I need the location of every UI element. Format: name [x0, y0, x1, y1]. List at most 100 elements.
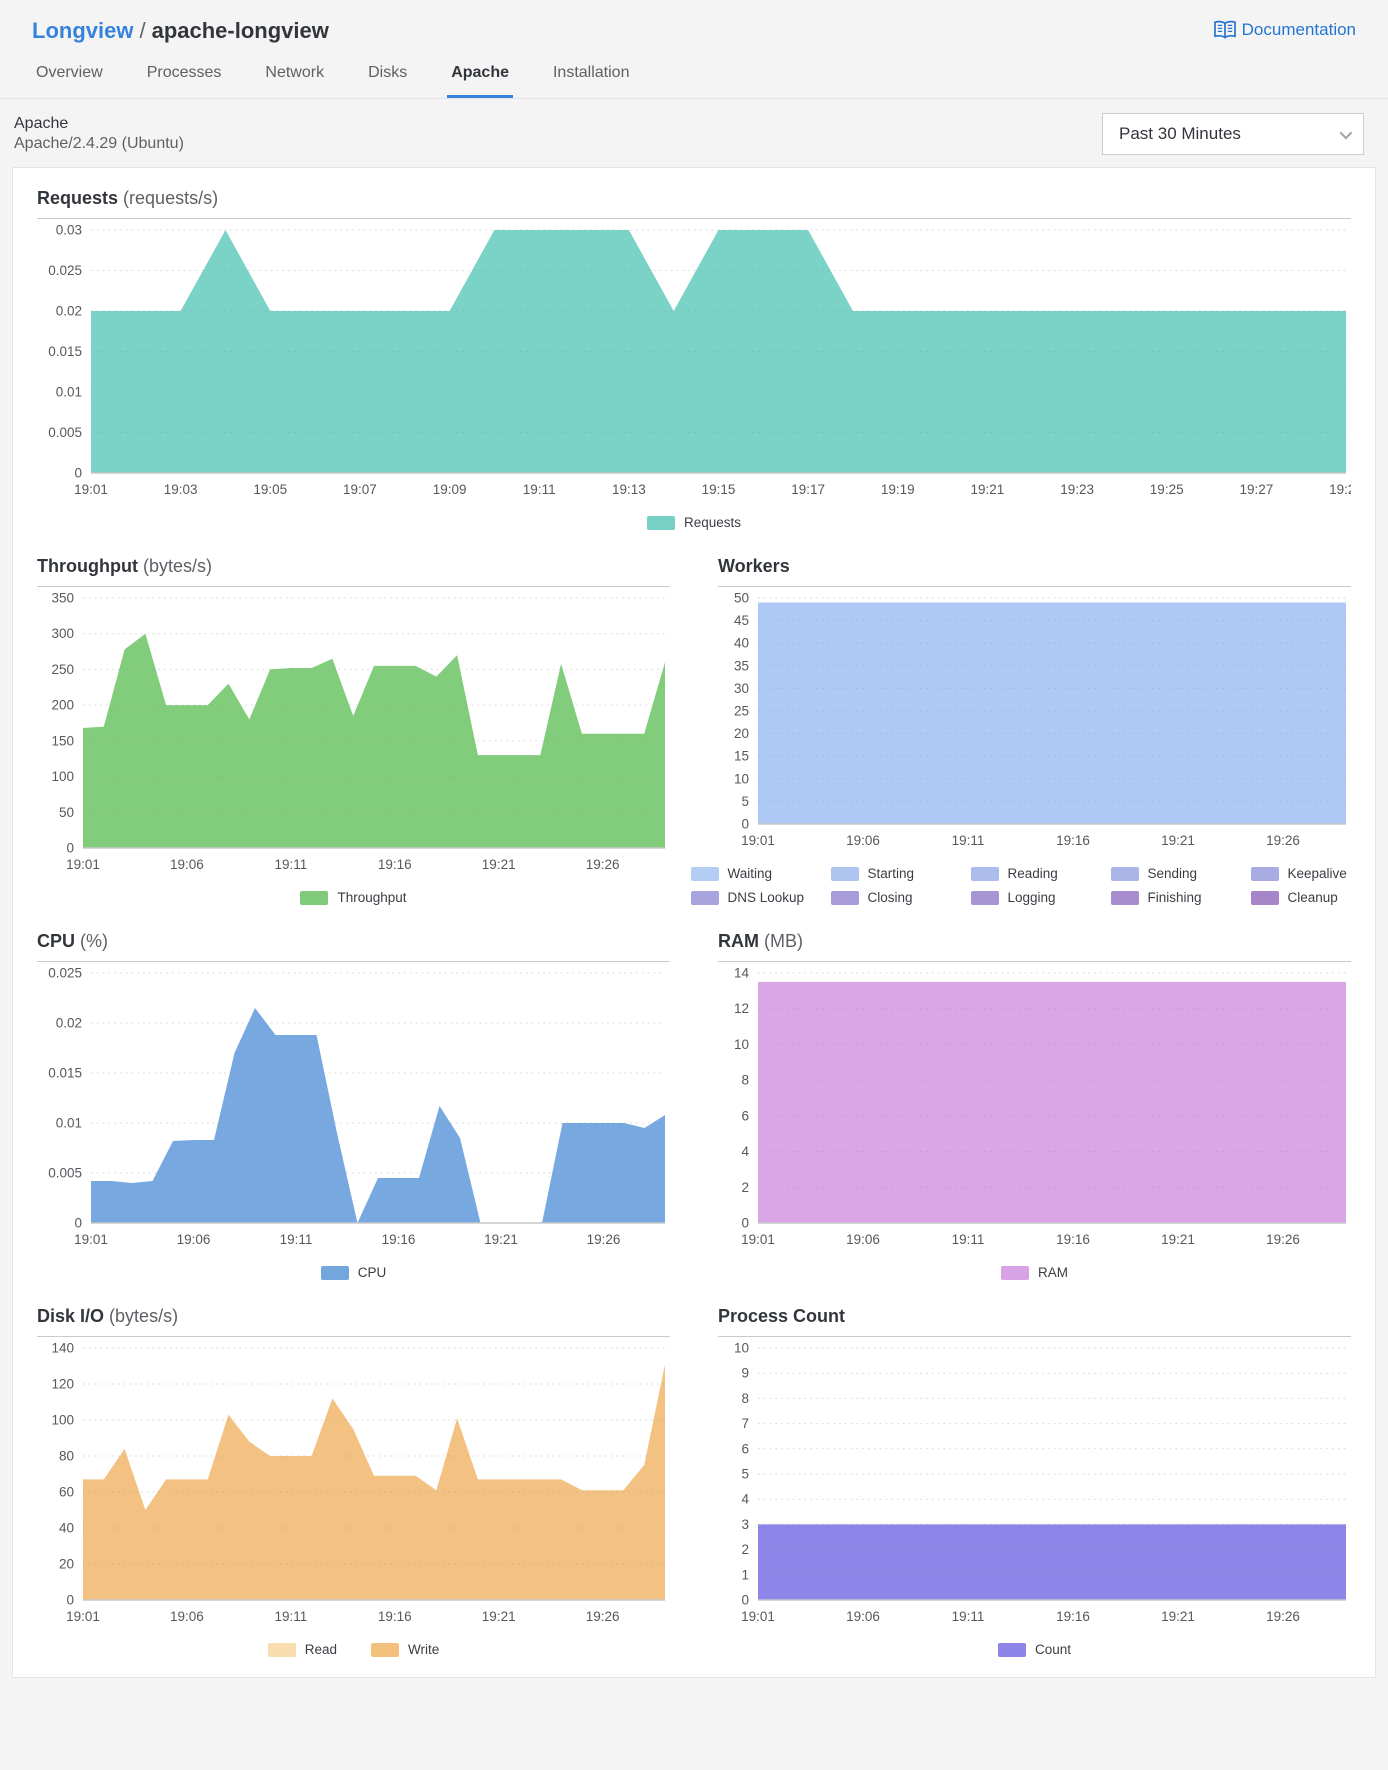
legend-row: Throughput — [37, 890, 670, 905]
book-icon — [1213, 20, 1237, 40]
svg-text:300: 300 — [51, 626, 74, 641]
legend-swatch — [997, 1642, 1026, 1657]
legend-swatch — [300, 890, 329, 905]
svg-text:45: 45 — [734, 613, 749, 628]
legend-label: DNS Lookup — [727, 890, 805, 905]
legend-label: Count — [1034, 1642, 1072, 1657]
tab-overview[interactable]: Overview — [36, 64, 103, 81]
legend-swatch — [371, 1642, 399, 1657]
workers-chart-panel: Workers 0 5 10 15 20 25 30 35 40 45 50 19:01 19:06 19… — [690, 556, 1351, 905]
legend-item-reading: Reading — [970, 866, 1099, 881]
svg-text:0.005: 0.005 — [48, 425, 82, 440]
legend-label: Requests — [683, 515, 742, 530]
chart-title-workers: Workers — [718, 556, 1351, 587]
svg-text:19:01: 19:01 — [74, 1232, 108, 1247]
svg-text:8: 8 — [741, 1073, 749, 1088]
workers-legend: Waiting Starting Reading Sending Keepalive DN… — [690, 866, 1351, 905]
legend-swatch — [690, 890, 719, 905]
svg-text:19:21: 19:21 — [1161, 1232, 1195, 1247]
time-range-select[interactable]: Past 30 Minutes — [1102, 113, 1364, 155]
svg-text:0.03: 0.03 — [56, 223, 82, 238]
svg-text:19:07: 19:07 — [343, 482, 377, 497]
svg-text:5: 5 — [741, 794, 749, 809]
tab-disks[interactable]: Disks — [368, 64, 408, 81]
svg-text:140: 140 — [51, 1341, 74, 1356]
tab-network[interactable]: Network — [265, 64, 325, 81]
svg-text:0: 0 — [741, 1593, 749, 1608]
svg-text:19:01: 19:01 — [74, 482, 108, 497]
chart-title-requests: Requests (requests/s) — [37, 188, 1351, 219]
svg-text:19:05: 19:05 — [253, 482, 287, 497]
chart-title-process-count: Process Count — [718, 1306, 1351, 1337]
ram-chart-panel: RAM (MB) 0 2 4 6 8 10 12 14 19:01 19:06 19:11 19:16… — [718, 931, 1351, 1280]
ram-legend: RAM — [718, 1265, 1351, 1280]
legend-label: Waiting — [727, 866, 773, 881]
svg-text:0.02: 0.02 — [56, 1016, 82, 1031]
tab-installation[interactable]: Installation — [552, 64, 630, 81]
legend-swatch — [320, 1265, 349, 1280]
legend-row: Count — [718, 1642, 1351, 1657]
disk-io-chart: 0 20 40 60 80 100 120 140 19:01 19:06 19:11 19:16 19… — [37, 1339, 670, 1633]
legend-row: Requests — [37, 515, 1351, 530]
process-count-chart-panel: Process Count 0 1 2 3 4 5 6 7 8 9 10 19:01 19:06 19:1… — [718, 1306, 1351, 1657]
legend-label: Keepalive — [1287, 866, 1347, 881]
chart-title-cpu: CPU (%) — [37, 931, 670, 962]
svg-text:9: 9 — [741, 1366, 749, 1381]
svg-text:4: 4 — [741, 1492, 749, 1507]
svg-text:10: 10 — [734, 771, 749, 786]
legend-item-read: Read — [267, 1642, 337, 1657]
legend-swatch — [1250, 890, 1279, 905]
documentation-label: Documentation — [1241, 20, 1356, 39]
svg-text:19:21: 19:21 — [482, 857, 516, 872]
legend-label: Reading — [1007, 866, 1058, 881]
svg-text:0.025: 0.025 — [48, 966, 82, 981]
svg-text:6: 6 — [741, 1441, 749, 1456]
svg-text:19:16: 19:16 — [378, 857, 412, 872]
svg-text:7: 7 — [741, 1416, 749, 1431]
apache-section-header: Apache Apache/2.4.29 (Ubuntu) Past 30 Mi… — [0, 99, 1388, 167]
svg-text:1: 1 — [741, 1567, 749, 1582]
legend-item-throughput: Throughput — [300, 890, 407, 905]
svg-text:19:16: 19:16 — [1056, 833, 1090, 848]
svg-text:6: 6 — [741, 1108, 749, 1123]
svg-text:19:26: 19:26 — [1266, 1232, 1300, 1247]
svg-text:19:19: 19:19 — [881, 482, 915, 497]
svg-text:19:26: 19:26 — [586, 857, 620, 872]
svg-text:19:03: 19:03 — [164, 482, 198, 497]
svg-text:0.015: 0.015 — [48, 1066, 82, 1081]
legend-row: DNS Lookup Closing Logging Finishing Cleanup — [690, 890, 1351, 905]
legend-swatch — [267, 1642, 296, 1657]
svg-text:120: 120 — [51, 1377, 74, 1392]
throughput-chart: 0 50 100 150 200 250 300 350 19:01 19:06 19:11 19:1… — [37, 589, 670, 881]
svg-text:19:01: 19:01 — [66, 857, 100, 872]
svg-text:19:09: 19:09 — [433, 482, 467, 497]
documentation-link[interactable]: Documentation — [1213, 20, 1356, 40]
svg-text:19:26: 19:26 — [587, 1232, 621, 1247]
chart-title-disk-io: Disk I/O (bytes/s) — [37, 1306, 670, 1337]
breadcrumb-link-longview[interactable]: Longview — [32, 18, 134, 43]
workers-chart-svg: 0 5 10 15 20 25 30 35 40 45 50 19:01 19:06 19:11 19:16… — [734, 591, 1346, 848]
svg-text:19:01: 19:01 — [741, 1232, 775, 1247]
ram-chart: 0 2 4 6 8 10 12 14 19:01 19:06 19:11 19:16 19:21 19:2… — [718, 964, 1351, 1256]
svg-text:19:11: 19:11 — [952, 833, 985, 848]
svg-text:150: 150 — [51, 733, 74, 748]
legend-swatch — [1001, 1265, 1029, 1280]
svg-text:0.02: 0.02 — [56, 304, 82, 319]
svg-text:19:06: 19:06 — [170, 857, 204, 872]
svg-text:19:11: 19:11 — [952, 1232, 985, 1247]
legend-item-requests: Requests — [646, 515, 742, 530]
legend-label: Closing — [867, 890, 913, 905]
disk-io-legend: Read Write — [37, 1642, 670, 1657]
tab-apache[interactable]: Apache — [447, 64, 513, 98]
svg-text:0.01: 0.01 — [56, 385, 82, 400]
legend-item-finishing: Finishing — [1110, 890, 1239, 905]
throughput-chart-panel: Throughput (bytes/s) 0 50 100 150 200 250 300 3… — [37, 556, 670, 905]
svg-text:19:16: 19:16 — [382, 1232, 416, 1247]
svg-text:40: 40 — [59, 1521, 74, 1536]
process-count-legend: Count — [718, 1642, 1351, 1657]
tab-processes[interactable]: Processes — [146, 64, 222, 81]
svg-text:19:01: 19:01 — [741, 833, 775, 848]
legend-swatch — [1110, 890, 1139, 905]
svg-text:0: 0 — [741, 817, 749, 832]
legend-label: Finishing — [1147, 890, 1202, 905]
